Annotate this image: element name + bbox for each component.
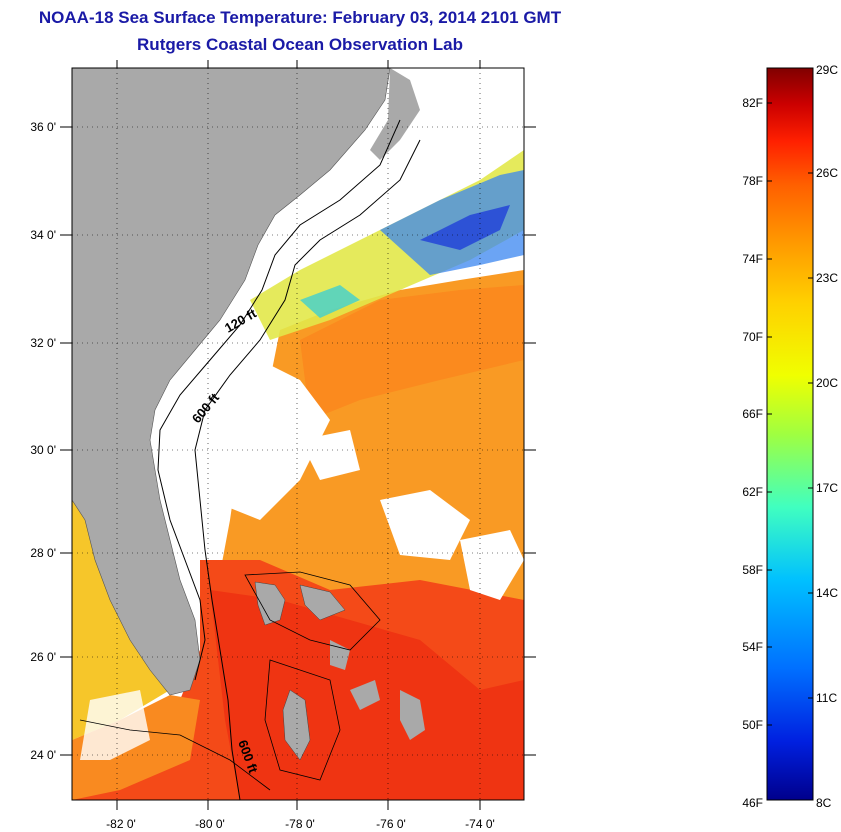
colorbar-f-labels: 82F 78F 74F 70F 66F 62F 58F 54F 50F 46F bbox=[742, 96, 763, 810]
map-frame bbox=[71, 67, 525, 801]
colorbar-c-label: 17C bbox=[816, 481, 838, 495]
map-plot-area bbox=[72, 68, 524, 800]
colorbar-c-label: 29C bbox=[816, 63, 838, 77]
colorbar-f-label: 66F bbox=[742, 407, 763, 421]
lat-label: 36 0' bbox=[30, 120, 56, 134]
colorbar-c-label: 26C bbox=[816, 166, 838, 180]
land-us-mainland bbox=[72, 68, 391, 696]
colorbar-f-label: 70F bbox=[742, 330, 763, 344]
lon-label: -74 0' bbox=[465, 817, 495, 831]
colorbar-f-label: 58F bbox=[742, 563, 763, 577]
temperature-colorbar bbox=[766, 67, 814, 801]
lon-label: -82 0' bbox=[106, 817, 136, 831]
colorbar-c-label: 23C bbox=[816, 271, 838, 285]
colorbar-f-label: 46F bbox=[742, 796, 763, 810]
colorbar-f-label: 62F bbox=[742, 485, 763, 499]
colorbar-f-label: 50F bbox=[742, 718, 763, 732]
colorbar-c-ticks bbox=[808, 172, 813, 699]
lat-label: 30 0' bbox=[30, 443, 56, 457]
map-gridlines bbox=[72, 68, 524, 800]
colorbar-c-label: 11C bbox=[816, 691, 837, 705]
colorbar-f-label: 74F bbox=[742, 252, 763, 266]
colorbar-f-label: 54F bbox=[742, 640, 763, 654]
isobath-600ft bbox=[194, 139, 421, 800]
colorbar-c-label: 20C bbox=[816, 376, 838, 390]
lat-label: 34 0' bbox=[30, 228, 56, 242]
map-ticks bbox=[60, 60, 536, 810]
colorbar-c-labels: 29C 26C 23C 20C 17C 14C 11C 8C bbox=[816, 63, 838, 810]
colorbar-f-ticks bbox=[767, 102, 772, 726]
isobath-120ft bbox=[157, 119, 401, 681]
map-subtitle: Rutgers Coastal Ocean Observation Lab bbox=[137, 35, 463, 54]
lon-label: -78 0' bbox=[285, 817, 315, 831]
lat-label: 28 0' bbox=[30, 546, 56, 560]
colorbar-f-label: 78F bbox=[742, 174, 763, 188]
land-bahamas bbox=[254, 581, 286, 626]
map-title: NOAA-18 Sea Surface Temperature: Februar… bbox=[38, 8, 562, 27]
lon-label: -76 0' bbox=[376, 817, 406, 831]
lat-label: 26 0' bbox=[30, 650, 56, 664]
colorbar-c-label: 14C bbox=[816, 586, 838, 600]
colorbar-c-label: 8C bbox=[816, 796, 832, 810]
colorbar-f-label: 82F bbox=[742, 96, 763, 110]
lat-label: 32 0' bbox=[30, 336, 56, 350]
lat-label: 24 0' bbox=[30, 748, 56, 762]
latitude-labels: 36 0' 34 0' 32 0' 30 0' 28 0' 26 0' 24 0… bbox=[30, 120, 56, 762]
longitude-labels: -82 0' -80 0' -78 0' -76 0' -74 0' bbox=[106, 817, 495, 831]
lon-label: -80 0' bbox=[195, 817, 225, 831]
